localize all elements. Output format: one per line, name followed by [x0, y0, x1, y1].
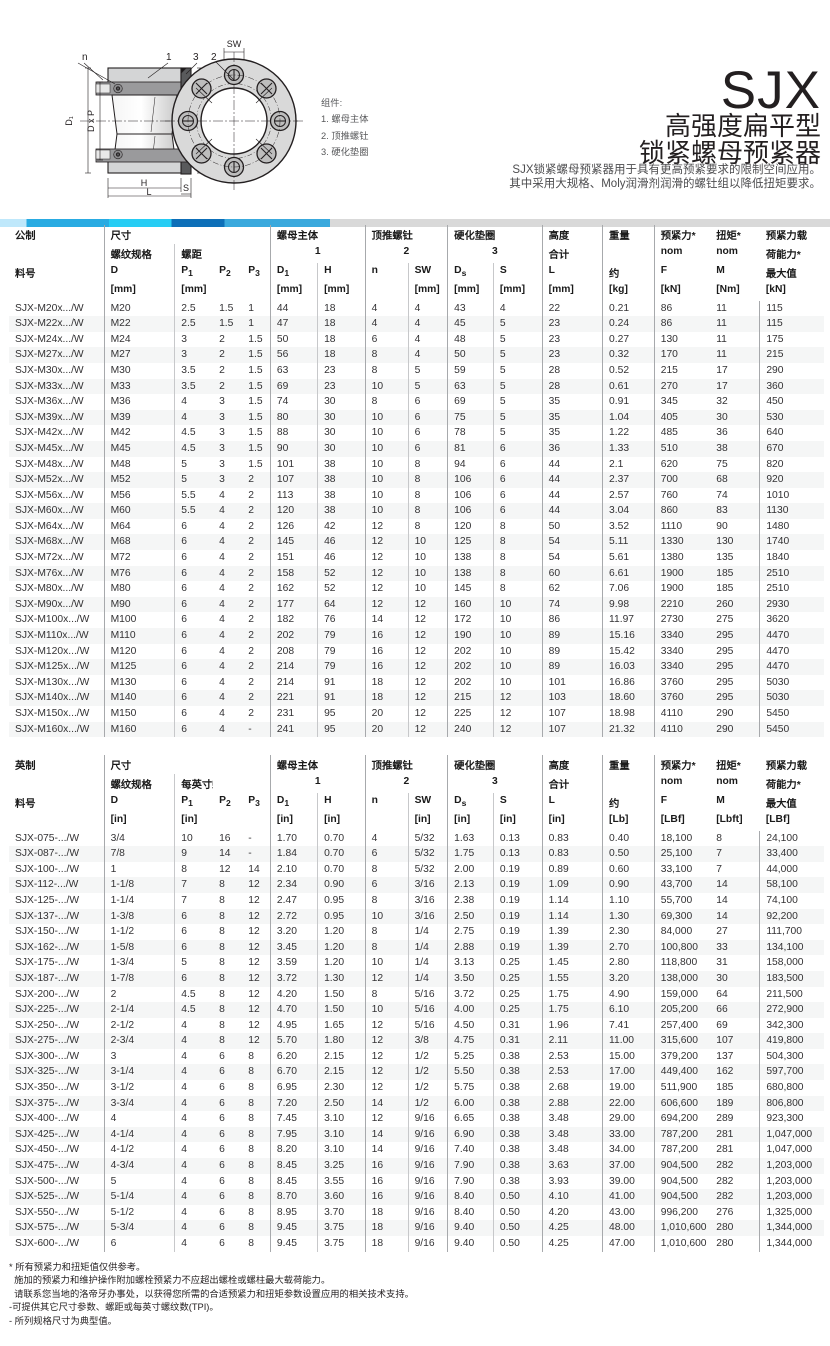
svg-text:SW: SW: [227, 39, 242, 49]
